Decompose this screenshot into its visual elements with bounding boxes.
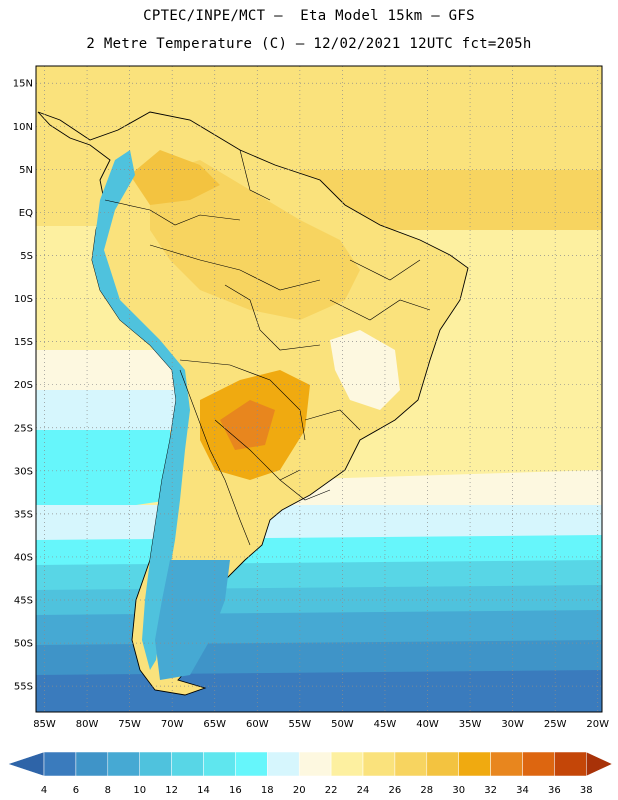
latitude-tick-label: EQ <box>19 208 33 219</box>
colorbar-value-label: 14 <box>197 785 210 796</box>
chaco-core-zone <box>220 400 275 450</box>
colorbar-cell <box>267 751 300 777</box>
longitude-tick-label: 65W <box>203 719 226 730</box>
colorbar-cell <box>139 751 172 777</box>
colorbar-cell <box>298 751 332 777</box>
latitude-tick-label: 50S <box>14 639 33 650</box>
colorbar-cell <box>362 751 396 777</box>
colorbar-cell <box>107 751 140 777</box>
latitude-tick-label: 40S <box>14 552 33 563</box>
colorbar-cell <box>7 751 45 777</box>
pacific-cool-band <box>36 390 176 430</box>
longitude-tick-label: 40W <box>416 719 439 730</box>
colorbar-value-label: 16 <box>229 785 242 796</box>
colorbar-cell <box>171 751 204 777</box>
colorbar-value-label: 32 <box>484 785 497 796</box>
longitude-tick-label: 20W <box>586 719 609 730</box>
venezuela-hot-zone <box>130 150 220 205</box>
colorbar-value-label: 8 <box>105 785 111 796</box>
longitude-axis: 85W 80W 75W 70W 65W 60W 55W 50W 45W 40W 35W 30W 25W 2… <box>33 719 609 730</box>
longitude-tick-label: 35W <box>459 719 482 730</box>
latitude-tick-label: 10S <box>14 294 33 305</box>
temperature-colorbar: 4 6 8 10 12 14 16 18 20 22 24 26 28 30 32 34 36 38 <box>7 751 613 796</box>
colorbar-cell <box>203 751 236 777</box>
colorbar-value-label: 18 <box>261 785 274 796</box>
map-title-line1: CPTEC/INPE/MCT – Eta Model 15km – GFS <box>143 8 475 24</box>
colorbar-labels: 4 6 8 10 12 14 16 18 20 22 24 26 28 30 32 34 36 38 <box>41 785 593 796</box>
colorbar-cell <box>235 751 268 777</box>
map-title-line2: 2 Metre Temperature (C) – 12/02/2021 12U… <box>86 36 532 52</box>
longitude-tick-label: 80W <box>76 719 99 730</box>
latitude-tick-label: 20S <box>14 380 33 391</box>
pacific-cold-band <box>36 430 170 520</box>
colorbar-value-label: 20 <box>293 785 306 796</box>
temperature-map: 15N 10N 5N EQ 5S 10S 15S 20S 25S 30S 35S 40S 45S 50S 5… <box>13 65 609 730</box>
colorbar-cell <box>75 751 109 777</box>
patagonia-cold-zone <box>155 560 230 680</box>
brazil-highlands-pale-zone <box>330 330 400 410</box>
latitude-tick-label: 55S <box>14 682 33 693</box>
colorbar-value-label: 4 <box>41 785 47 796</box>
colorbar-value-label: 30 <box>452 785 465 796</box>
latitude-tick-label: 45S <box>14 596 33 607</box>
longitude-tick-label: 30W <box>501 719 524 730</box>
colorbar-cell <box>394 751 428 777</box>
latitude-tick-label: 25S <box>14 423 33 434</box>
latitude-tick-label: 5S <box>20 251 33 262</box>
colorbar-cell <box>458 751 491 777</box>
colorbar-value-label: 22 <box>325 785 338 796</box>
southern-band-6 <box>36 670 602 712</box>
colorbar-cell <box>554 751 587 777</box>
colorbar-cell <box>522 751 555 777</box>
colorbar-cell <box>330 751 364 777</box>
latitude-tick-label: 5N <box>19 165 33 176</box>
colorbar-value-label: 36 <box>548 785 561 796</box>
colorbar-value-label: 12 <box>165 785 178 796</box>
longitude-tick-label: 50W <box>331 719 354 730</box>
longitude-tick-label: 25W <box>544 719 567 730</box>
colorbar-value-label: 10 <box>133 785 146 796</box>
colorbar-value-label: 24 <box>357 785 370 796</box>
longitude-tick-label: 45W <box>374 719 397 730</box>
colorbar-value-label: 28 <box>420 785 433 796</box>
amazon-warm-zone <box>150 160 360 320</box>
colorbar-value-label: 26 <box>389 785 402 796</box>
colorbar-value-label: 34 <box>516 785 529 796</box>
latitude-tick-label: 30S <box>14 466 33 477</box>
longitude-tick-label: 70W <box>161 719 184 730</box>
colorbar-cell <box>426 751 459 777</box>
longitude-tick-label: 75W <box>118 719 141 730</box>
map-plot-area <box>36 66 602 712</box>
colorbar-cell <box>490 751 523 777</box>
latitude-axis: 15N 10N 5N EQ 5S 10S 15S 20S 25S 30S 35S 40S 45S 50S 5… <box>13 79 33 693</box>
colorbar-value-label: 38 <box>580 785 593 796</box>
latitude-tick-label: 15S <box>14 337 33 348</box>
andes-cold-strip <box>92 150 190 670</box>
colorbar-cell <box>43 751 77 777</box>
longitude-tick-label: 60W <box>246 719 269 730</box>
map-frame <box>35 65 603 713</box>
country-borders <box>104 149 431 546</box>
colorbar-cell <box>586 751 613 777</box>
longitude-tick-label: 85W <box>33 719 56 730</box>
latitude-tick-label: 15N <box>13 79 33 90</box>
latitude-tick-label: 10N <box>13 122 33 133</box>
colorbar-value-label: 6 <box>73 785 79 796</box>
colorbar-cells <box>7 751 613 777</box>
latitude-tick-label: 35S <box>14 509 33 520</box>
longitude-tick-label: 55W <box>289 719 312 730</box>
